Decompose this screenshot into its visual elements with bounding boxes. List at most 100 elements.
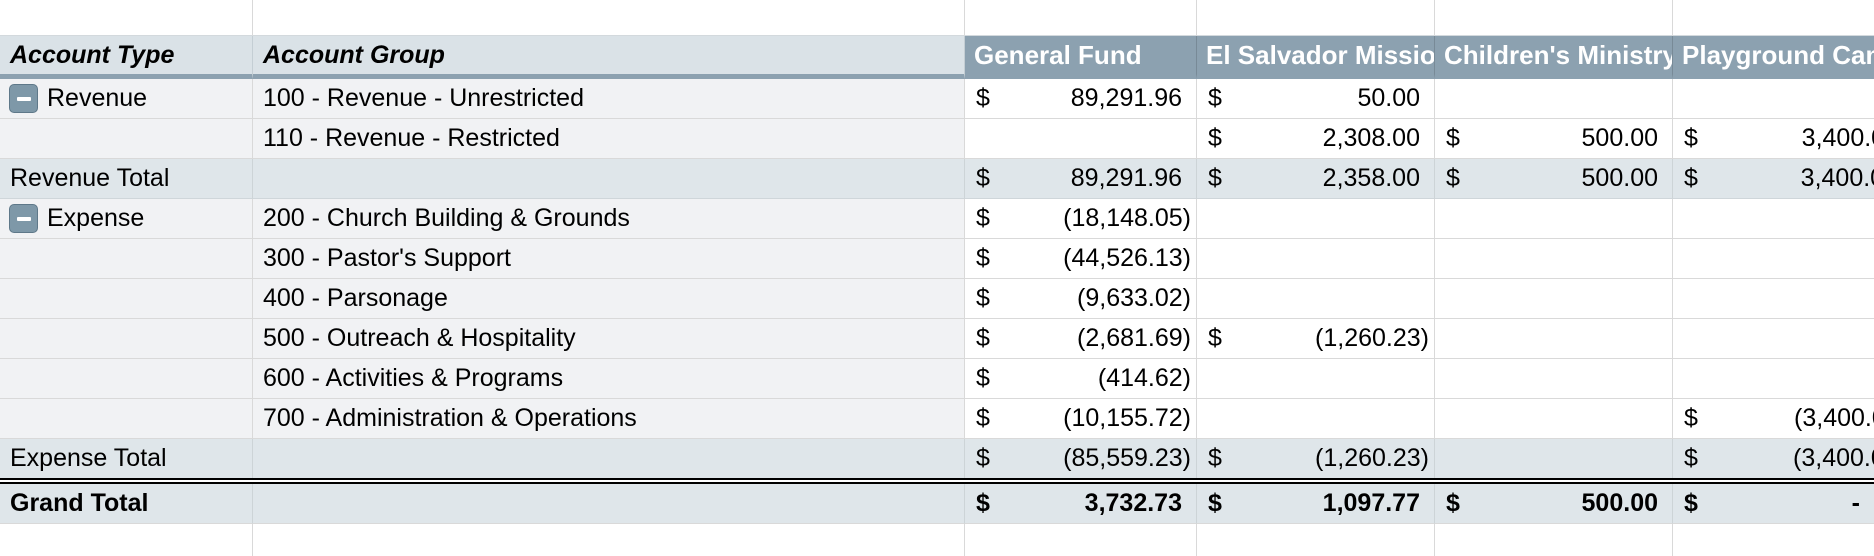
empty-cell[interactable] (0, 0, 253, 36)
account-type-cell[interactable] (0, 239, 253, 279)
value-cell-el-salvador-mission[interactable] (1197, 399, 1435, 439)
column-header-general-fund[interactable]: General Fund (965, 36, 1197, 79)
value-cell-childrens-ministry[interactable] (1435, 79, 1673, 119)
account-group-cell[interactable]: 500 - Outreach & Hospitality (253, 319, 965, 359)
value-cell-playground-campaign[interactable] (1673, 239, 1874, 279)
value-cell-childrens-ministry[interactable]: $500.00 (1435, 119, 1673, 159)
value-cell-general-fund[interactable]: $89,291.96 (965, 159, 1197, 199)
account-type-cell[interactable]: Revenue (0, 79, 253, 119)
grand-total-label: Grand Total (10, 489, 149, 517)
currency-symbol: $ (976, 284, 990, 312)
value-cell-general-fund[interactable]: $ (9,633.02) (965, 279, 1197, 319)
value-cell-el-salvador-mission[interactable] (1197, 239, 1435, 279)
value-cell-general-fund[interactable]: $ (18,148.05) (965, 199, 1197, 239)
data-row: Revenue 100 - Revenue - Unrestricted $89,2… (0, 79, 1874, 119)
value-cell-el-salvador-mission[interactable] (1197, 359, 1435, 399)
value-cell-playground-campaign[interactable]: $ (3,400.00) (1673, 439, 1874, 478)
value-cell-childrens-ministry[interactable] (1435, 279, 1673, 319)
value-cell-general-fund[interactable]: $ (85,559.23) (965, 439, 1197, 478)
empty-cell[interactable] (1197, 524, 1435, 556)
value-cell-general-fund[interactable]: $ (2,681.69) (965, 319, 1197, 359)
account-type-cell[interactable] (0, 359, 253, 399)
account-group-cell[interactable]: 110 - Revenue - Restricted (253, 119, 965, 159)
account-type-cell[interactable]: Revenue Total (0, 159, 253, 199)
empty-cell[interactable] (1673, 524, 1874, 556)
value-cell-playground-campaign[interactable]: $3,400.00 (1673, 119, 1874, 159)
value-cell-playground-campaign[interactable] (1673, 199, 1874, 239)
column-header-el-salvador-mission[interactable]: El Salvador Mission (1197, 36, 1435, 79)
collapse-button-expense[interactable] (9, 204, 38, 233)
collapse-button-revenue[interactable] (9, 84, 38, 113)
account-group-cell[interactable]: 300 - Pastor's Support (253, 239, 965, 279)
value-cell-playground-campaign[interactable] (1673, 279, 1874, 319)
value-cell-playground-campaign[interactable]: $ (3,400.00) (1673, 399, 1874, 439)
column-header-label: Account Type (10, 40, 175, 69)
value-cell-childrens-ministry[interactable]: $500.00 (1435, 159, 1673, 199)
value-cell-childrens-ministry[interactable] (1435, 359, 1673, 399)
value-cell-el-salvador-mission[interactable]: $2,358.00 (1197, 159, 1435, 199)
column-header-childrens-ministry[interactable]: Children's Ministry (1435, 36, 1673, 79)
value-cell-childrens-ministry[interactable] (1435, 399, 1673, 439)
account-group-cell[interactable] (253, 484, 965, 524)
value-cell-childrens-ministry[interactable] (1435, 199, 1673, 239)
cell-amount: 3,400.00 (1800, 164, 1874, 192)
account-type-cell[interactable]: Expense (0, 199, 253, 239)
value-cell-general-fund[interactable]: $ (414.62) (965, 359, 1197, 399)
currency-symbol: $ (1684, 404, 1698, 432)
value-cell-playground-campaign[interactable]: $3,400.00 (1673, 159, 1874, 199)
value-cell-el-salvador-mission[interactable] (1197, 279, 1435, 319)
value-cell-playground-campaign[interactable] (1673, 319, 1874, 359)
value-cell-el-salvador-mission[interactable] (1197, 199, 1435, 239)
value-cell-general-fund[interactable]: $ (44,526.13) (965, 239, 1197, 279)
value-cell-playground-campaign[interactable]: $ - (1673, 484, 1874, 524)
empty-cell[interactable] (965, 524, 1197, 556)
value-cell-childrens-ministry[interactable] (1435, 439, 1673, 478)
value-cell-el-salvador-mission[interactable]: $50.00 (1197, 79, 1435, 119)
account-group-cell[interactable]: 100 - Revenue - Unrestricted (253, 79, 965, 119)
value-cell-el-salvador-mission[interactable]: $1,097.77 (1197, 484, 1435, 524)
account-type-cell[interactable]: Grand Total (0, 484, 253, 524)
currency-symbol: $ (1684, 124, 1698, 152)
account-group-label: 200 - Church Building & Grounds (263, 204, 630, 232)
empty-cell[interactable] (253, 524, 965, 556)
account-type-cell[interactable] (0, 279, 253, 319)
account-group-cell[interactable]: 600 - Activities & Programs (253, 359, 965, 399)
account-type-cell[interactable] (0, 319, 253, 359)
empty-cell[interactable] (1435, 0, 1673, 36)
value-cell-childrens-ministry[interactable] (1435, 239, 1673, 279)
column-header-account-group[interactable]: Account Group (253, 36, 965, 79)
account-group-cell[interactable] (253, 159, 965, 199)
account-group-cell[interactable]: 200 - Church Building & Grounds (253, 199, 965, 239)
account-group-label: 300 - Pastor's Support (263, 244, 511, 272)
currency-symbol: $ (1446, 124, 1460, 152)
value-cell-el-salvador-mission[interactable]: $ (1,260.23) (1197, 439, 1435, 478)
value-cell-general-fund[interactable]: $89,291.96 (965, 79, 1197, 119)
value-cell-el-salvador-mission[interactable]: $2,308.00 (1197, 119, 1435, 159)
empty-cell[interactable] (965, 0, 1197, 36)
value-cell-childrens-ministry[interactable] (1435, 319, 1673, 359)
value-cell-playground-campaign[interactable] (1673, 79, 1874, 119)
empty-cell[interactable] (1197, 0, 1435, 36)
account-group-cell[interactable]: 400 - Parsonage (253, 279, 965, 319)
cell-amount: (10,155.72) (1063, 404, 1191, 432)
value-cell-general-fund[interactable]: $3,732.73 (965, 484, 1197, 524)
value-cell-general-fund[interactable]: $ (10,155.72) (965, 399, 1197, 439)
column-header-account-type[interactable]: Account Type (0, 36, 253, 79)
empty-cell[interactable] (1435, 524, 1673, 556)
account-type-label: Expense (47, 204, 145, 232)
column-header-playground-campaign[interactable]: Playground Campaign (1673, 36, 1874, 79)
account-type-cell[interactable]: Expense Total (0, 439, 253, 478)
value-cell-playground-campaign[interactable] (1673, 359, 1874, 399)
account-group-cell[interactable] (253, 439, 965, 478)
account-type-cell[interactable] (0, 119, 253, 159)
value-cell-general-fund[interactable] (965, 119, 1197, 159)
value-cell-el-salvador-mission[interactable]: $ (1,260.23) (1197, 319, 1435, 359)
empty-cell[interactable] (0, 524, 253, 556)
value-cell-childrens-ministry[interactable]: $500.00 (1435, 484, 1673, 524)
account-group-cell[interactable]: 700 - Administration & Operations (253, 399, 965, 439)
account-type-cell[interactable] (0, 399, 253, 439)
currency-symbol: $ (1684, 489, 1698, 517)
empty-cell[interactable] (253, 0, 965, 36)
empty-cell[interactable] (1673, 0, 1874, 36)
